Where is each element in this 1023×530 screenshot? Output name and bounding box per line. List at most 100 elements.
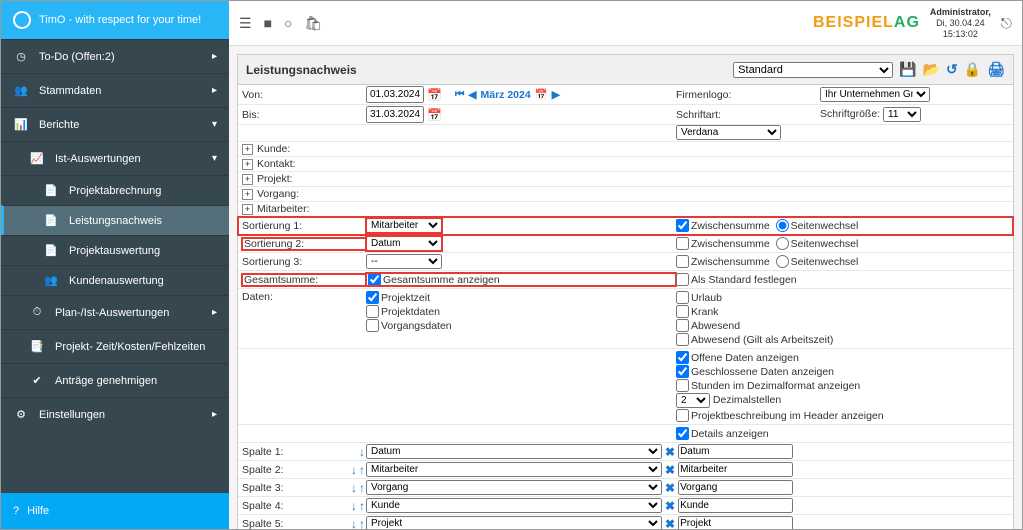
sort2-zwischensumme[interactable] <box>676 237 689 250</box>
move-down-icon[interactable]: ↓ <box>359 445 365 459</box>
bag-icon[interactable]: 🛍 <box>305 15 323 32</box>
nav-berichte[interactable]: 📊 Berichte ▾ <box>1 107 229 141</box>
spalte-width[interactable] <box>678 462 793 477</box>
nav-today-icon[interactable]: 📅 <box>535 88 548 101</box>
sort3-seitenwechsel[interactable] <box>776 255 789 268</box>
spalte-width[interactable] <box>678 498 793 513</box>
folder-icon[interactable]: 📂 <box>923 61 940 78</box>
bis-input[interactable] <box>366 106 424 123</box>
move-down-icon[interactable]: ↓ <box>351 517 357 529</box>
calendar-icon[interactable]: 📅 <box>427 88 442 102</box>
nav-ist-auswertungen[interactable]: 📈 Ist-Auswertungen ▾ <box>1 141 229 175</box>
move-up-icon[interactable]: ↑ <box>359 517 365 529</box>
lock-icon[interactable]: 🔒 <box>964 61 981 78</box>
projektzeit-check[interactable] <box>366 291 379 304</box>
tree-projekt[interactable]: +Projekt: <box>238 172 1013 187</box>
expand-icon[interactable]: + <box>242 159 253 170</box>
undo-icon[interactable]: ↺ <box>946 61 958 78</box>
spalte-select[interactable]: Vorgang <box>366 480 662 495</box>
remove-icon[interactable]: ✖ <box>665 463 675 477</box>
logout-icon[interactable]: ⎋ <box>1001 15 1012 32</box>
offene-check[interactable] <box>676 351 689 364</box>
save-icon[interactable]: 💾 <box>899 61 916 78</box>
dezimalstellen-select[interactable]: 2 <box>676 393 710 408</box>
schriftgroesse-select[interactable]: 11 <box>883 107 921 122</box>
move-up-icon[interactable]: ↑ <box>359 481 365 495</box>
print-icon[interactable]: 🖨 <box>987 61 1005 78</box>
nav-projektauswertung[interactable]: 📄 Projektauswertung <box>1 235 229 265</box>
krank-check[interactable] <box>676 305 689 318</box>
bar-icon: 📈 <box>29 152 45 165</box>
nav-stammdaten[interactable]: 👥 Stammdaten ▸ <box>1 73 229 107</box>
remove-icon[interactable]: ✖ <box>665 499 675 513</box>
menu-icon[interactable]: ☰ <box>239 15 252 32</box>
nav-plan-ist[interactable]: ⏱ Plan-/Ist-Auswertungen ▸ <box>1 295 229 329</box>
move-up-icon[interactable]: ↑ <box>359 499 365 513</box>
stunden-dez-check[interactable] <box>676 379 689 392</box>
chevron-right-icon: ▸ <box>212 307 217 318</box>
video-icon[interactable]: ■ <box>264 15 272 31</box>
expand-icon[interactable]: + <box>242 174 253 185</box>
expand-icon[interactable]: + <box>242 204 253 215</box>
spalte-width[interactable] <box>678 444 793 459</box>
abwesend-arb-check[interactable] <box>676 333 689 346</box>
schriftart-select[interactable]: Verdana <box>676 125 781 140</box>
nav-next-icon[interactable]: ▶ <box>552 89 560 101</box>
nav-leistungsnachweis[interactable]: 📄 Leistungsnachweis <box>1 205 229 235</box>
nav-first-icon[interactable]: ⏮ <box>455 88 464 101</box>
nav-prev-icon[interactable]: ◀ <box>468 89 476 101</box>
nav-antraege[interactable]: ✔ Anträge genehmigen <box>1 363 229 397</box>
firmenlogo-select[interactable]: Ihr Unternehmen GmbH <box>820 87 930 102</box>
sort1-zwischensumme[interactable] <box>676 219 689 232</box>
geschlossene-check[interactable] <box>676 365 689 378</box>
tree-kontakt[interactable]: +Kontakt: <box>238 157 1013 172</box>
tool-icon[interactable]: ○ <box>284 15 292 31</box>
sort1-seitenwechsel[interactable] <box>776 219 789 232</box>
urlaub-check[interactable] <box>676 291 689 304</box>
spalte-select[interactable]: Projekt <box>366 516 662 529</box>
abwesend-check[interactable] <box>676 319 689 332</box>
spalte-width[interactable] <box>678 516 793 529</box>
expand-icon[interactable]: + <box>242 189 253 200</box>
projektdaten-check[interactable] <box>366 305 379 318</box>
spalte-select[interactable]: Datum <box>366 444 662 459</box>
bis-label: Bis: <box>242 109 366 121</box>
remove-icon[interactable]: ✖ <box>665 517 675 529</box>
remove-icon[interactable]: ✖ <box>665 481 675 495</box>
spalte-width[interactable] <box>678 480 793 495</box>
move-down-icon[interactable]: ↓ <box>351 463 357 477</box>
tree-kunde[interactable]: +Kunde: <box>238 142 1013 157</box>
gesamtsumme-check[interactable] <box>368 273 381 286</box>
projektbeschr-check[interactable] <box>676 409 689 422</box>
move-down-icon[interactable]: ↓ <box>351 481 357 495</box>
vorgangsdaten-check[interactable] <box>366 319 379 332</box>
logo-part2: AG <box>894 14 920 31</box>
sort2-seitenwechsel[interactable] <box>776 237 789 250</box>
sort2-select[interactable]: Datum <box>366 236 442 251</box>
details-check[interactable] <box>676 427 689 440</box>
gesamtsumme-label: Gesamtsumme: <box>242 274 366 286</box>
calendar-icon[interactable]: 📅 <box>427 108 442 122</box>
tree-vorgang[interactable]: +Vorgang: <box>238 187 1013 202</box>
preset-select[interactable]: Standard <box>733 62 893 78</box>
nav-zeit-kosten[interactable]: 📑 Projekt- Zeit/Kosten/Fehlzeiten <box>1 329 229 363</box>
sort1-row: Sortierung 1: Mitarbeiter Zwischensumme … <box>238 217 1013 235</box>
spalte-select[interactable]: Kunde <box>366 498 662 513</box>
move-up-icon[interactable]: ↑ <box>359 463 365 477</box>
remove-icon[interactable]: ✖ <box>665 445 675 459</box>
nav-einstellungen[interactable]: ⚙ Einstellungen ▸ <box>1 397 229 431</box>
als-standard-check[interactable] <box>676 273 689 286</box>
nav-hilfe[interactable]: ? Hilfe <box>1 493 229 529</box>
nav-kundenauswertung[interactable]: 👥 Kundenauswertung <box>1 265 229 295</box>
spalte-select[interactable]: Mitarbeiter <box>366 462 662 477</box>
expand-icon[interactable]: + <box>242 144 253 155</box>
nav-projektabrechnung[interactable]: 📄 Projektabrechnung <box>1 175 229 205</box>
sort1-select[interactable]: Mitarbeiter <box>366 218 442 233</box>
tree-mitarbeiter[interactable]: +Mitarbeiter: <box>238 202 1013 217</box>
gear-icon: ⚙ <box>13 408 29 421</box>
von-input[interactable] <box>366 86 424 103</box>
sort3-zwischensumme[interactable] <box>676 255 689 268</box>
sort3-select[interactable]: -- <box>366 254 442 269</box>
nav-todo[interactable]: ◷ To-Do (Offen:2) ▸ <box>1 39 229 73</box>
move-down-icon[interactable]: ↓ <box>351 499 357 513</box>
